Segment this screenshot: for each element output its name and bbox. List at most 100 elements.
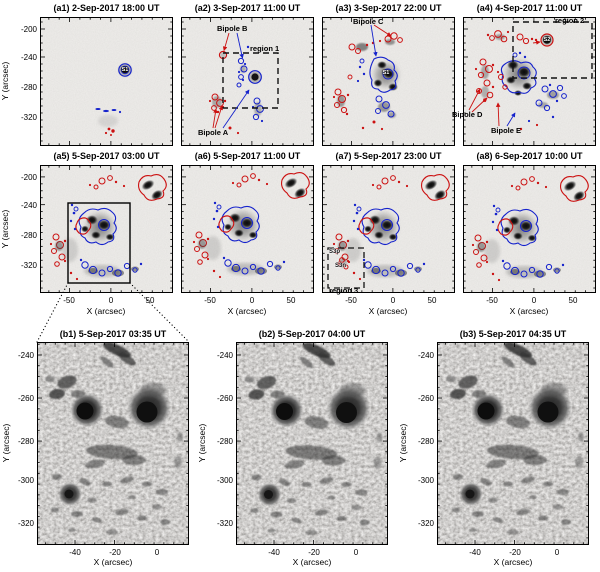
y-tick-label: -200 <box>20 173 37 182</box>
x-tick-label: -50 <box>63 296 75 305</box>
x-tick-label: -40 <box>268 548 280 557</box>
y-tick-label: -200 <box>20 25 37 34</box>
y-tick-label: -300 <box>17 476 34 485</box>
y-tick-label: -320 <box>17 519 34 528</box>
y-tick-label: -280 <box>417 437 434 446</box>
y-tick-label: -320 <box>20 261 37 270</box>
panel-a6-title: (a6) 5-Sep-2017 11:00 UT <box>194 151 301 161</box>
x-tick-label: 0 <box>108 296 114 305</box>
panel-a2-title: (a2) 3-Sep-2017 11:00 UT <box>194 3 301 13</box>
spot-s3p-label: S3p <box>329 249 341 255</box>
y-tick-label: -300 <box>216 476 233 485</box>
x-tick-label: 50 <box>286 296 296 305</box>
x-axis-label: X (arcsec) <box>368 306 408 316</box>
bipole-a-label: Bipole A <box>198 128 229 137</box>
x-tick-label: -50 <box>486 296 498 305</box>
panel-a7: S3p S3n region 3 <box>322 165 455 295</box>
panel-a4-title: (a4) 4-Sep-2017 11:00 UT <box>476 3 583 13</box>
y-axis-label: Y (arcsec) <box>398 423 408 463</box>
x-tick-label: -20 <box>109 548 121 557</box>
panel-a7-title: (a7) 5-Sep-2017 23:00 UT <box>335 151 442 161</box>
y-tick-label: -280 <box>20 83 37 92</box>
panel-b2-image <box>236 342 388 545</box>
x-tick-label: -20 <box>509 548 521 557</box>
region-3-label: region 3 <box>329 286 359 295</box>
x-tick-label: -20 <box>308 548 320 557</box>
x-axis-label: X (arcsec) <box>509 306 549 316</box>
panel-a2-image <box>181 17 314 146</box>
y-tick-label: -320 <box>417 519 434 528</box>
y-axis-label: Y (arcsec) <box>197 423 207 463</box>
x-tick-label: 0 <box>154 548 160 557</box>
spot-s1-label: S1 <box>382 70 390 76</box>
y-tick-label: -320 <box>20 113 37 122</box>
panel-a8-title: (a8) 6-Sep-2017 10:00 UT <box>476 151 583 161</box>
panel-a5-title: (a5) 5-Sep-2017 03:00 UT <box>53 151 160 161</box>
x-tick-label: 0 <box>390 296 396 305</box>
y-tick-label: -240 <box>417 351 434 360</box>
panel-b2 <box>236 342 388 545</box>
x-axis-label: X (arcsec) <box>292 557 332 567</box>
x-tick-label: -50 <box>345 296 357 305</box>
panel-a6 <box>181 165 314 293</box>
panel-a3: Bipole C S1 <box>322 17 455 146</box>
x-axis-label: X (arcsec) <box>227 306 267 316</box>
panel-a1: S1 <box>40 17 173 146</box>
y-tick-label: -240 <box>17 351 34 360</box>
y-tick-label: -280 <box>216 437 233 446</box>
region-1-label: region 1 <box>250 44 280 53</box>
x-tick-label: 0 <box>554 548 560 557</box>
x-tick-label: -40 <box>469 548 481 557</box>
panel-a1-title: (a1) 2-Sep-2017 18:00 UT <box>53 3 160 13</box>
y-tick-label: -240 <box>20 201 37 210</box>
panel-a8-image <box>463 165 596 293</box>
y-tick-label: -280 <box>20 231 37 240</box>
x-tick-label: -50 <box>204 296 216 305</box>
x-tick-label: 50 <box>145 296 155 305</box>
x-tick-label: 0 <box>353 548 359 557</box>
x-tick-label: -40 <box>69 548 81 557</box>
panel-a6-image <box>181 165 314 293</box>
y-tick-label: -240 <box>216 351 233 360</box>
panel-a4: region 2 S2 Bipole D Bipole E <box>452 16 596 146</box>
panel-a3-image <box>322 17 455 146</box>
x-axis-label: X (arcsec) <box>86 306 126 316</box>
panel-a1-image <box>40 17 173 146</box>
panel-b3-image <box>437 342 589 545</box>
x-tick-label: 0 <box>531 296 537 305</box>
region-2-label: region 2 <box>555 16 585 25</box>
y-tick-label: -260 <box>17 394 34 403</box>
panel-a5 <box>40 165 173 293</box>
spot-s3n-label: S3n <box>335 263 347 269</box>
panel-a3-title: (a3) 3-Sep-2017 22:00 UT <box>335 3 442 13</box>
x-tick-label: 50 <box>568 296 578 305</box>
panel-b1-image <box>37 342 189 545</box>
spot-s2-label: S2 <box>543 37 551 43</box>
panel-a8 <box>463 165 596 293</box>
panel-b1-title: (b1) 5-Sep-2017 03:35 UT <box>59 329 167 339</box>
panel-a7-image <box>322 165 455 293</box>
y-axis-label: Y (arcsec) <box>1 423 11 463</box>
y-tick-label: -240 <box>20 53 37 62</box>
spot-s1-label: S1 <box>121 67 129 73</box>
y-tick-label: -280 <box>17 437 34 446</box>
y-tick-label: -320 <box>216 519 233 528</box>
x-axis-label: X (arcsec) <box>493 557 533 567</box>
y-axis-label: Y (arcsec) <box>0 209 10 249</box>
panel-a4-image <box>463 17 596 146</box>
y-axis-label: Y (arcsec) <box>0 61 10 101</box>
bipole-d-label: Bipole D <box>452 110 483 119</box>
panel-b3 <box>437 342 589 545</box>
y-tick-label: -260 <box>216 394 233 403</box>
bipole-c-label: Bipole C <box>353 17 384 26</box>
x-tick-label: 0 <box>249 296 255 305</box>
x-axis-label: X (arcsec) <box>93 557 133 567</box>
y-tick-label: -300 <box>417 476 434 485</box>
bipole-b-label: Bipole B <box>217 24 248 33</box>
panel-a2: Bipole B region 1 Bipole A <box>181 17 314 146</box>
panel-b3-title: (b3) 5-Sep-2017 04:35 UT <box>459 329 567 339</box>
panel-a5-image <box>40 165 173 293</box>
bipole-e-label: Bipole E <box>491 126 522 135</box>
panel-b2-title: (b2) 5-Sep-2017 04:00 UT <box>258 329 366 339</box>
